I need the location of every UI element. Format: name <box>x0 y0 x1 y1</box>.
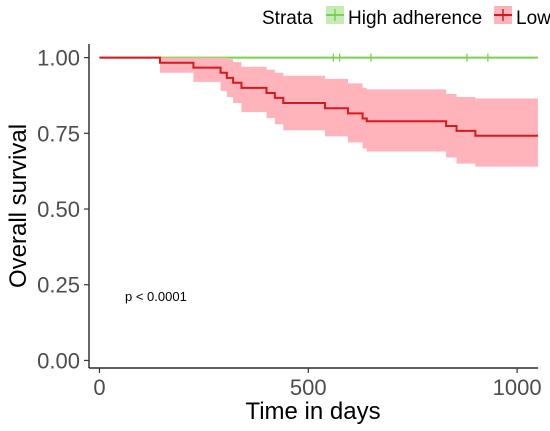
x-axis-title: Time in days <box>245 398 380 425</box>
p-value-annotation: p < 0.0001 <box>125 289 187 304</box>
x-ticks: 0 500 1000 <box>93 368 542 400</box>
y-tick-label: 1.00 <box>37 46 80 71</box>
plot-area <box>99 53 538 167</box>
legend: Strata High adherence Low adherence <box>262 6 550 29</box>
y-tick-label: 0.00 <box>37 348 80 373</box>
confidence-band-low-adherence <box>99 57 538 167</box>
y-tick-label: 0.75 <box>37 121 80 146</box>
y-tick-label: 0.25 <box>37 273 80 298</box>
y-ticks: 0.00 0.25 0.50 0.75 1.00 <box>37 46 89 373</box>
legend-title: Strata <box>262 8 313 29</box>
legend-label-low-adherence: Low adherence <box>516 8 550 29</box>
survival-line-low-adherence <box>99 56 538 137</box>
x-tick-label: 500 <box>290 375 327 400</box>
x-tick-label: 0 <box>93 375 105 400</box>
x-tick-label: 1000 <box>493 375 542 400</box>
y-tick-label: 0.50 <box>37 197 80 222</box>
legend-label-high-adherence: High adherence <box>348 8 482 29</box>
y-axis-title: Overall survival <box>5 124 32 288</box>
